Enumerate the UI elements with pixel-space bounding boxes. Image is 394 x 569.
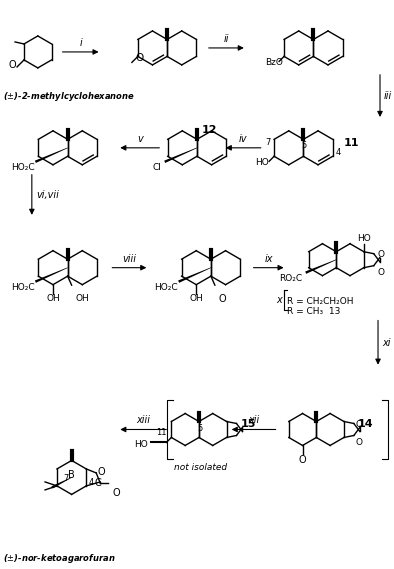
Text: ($\pm$)-nor-ketoagarofuran: ($\pm$)-nor-ketoagarofuran <box>3 552 115 566</box>
Text: R = CH₂CH₂OH: R = CH₂CH₂OH <box>288 296 354 306</box>
Text: OH: OH <box>46 294 60 303</box>
Text: xi: xi <box>382 337 390 348</box>
Text: ii: ii <box>223 34 229 44</box>
Text: 5: 5 <box>302 141 307 150</box>
Text: O: O <box>356 438 363 447</box>
Text: 4: 4 <box>336 149 341 157</box>
Text: HO₂C: HO₂C <box>11 283 34 292</box>
Text: x: x <box>277 295 282 304</box>
Text: not isolated: not isolated <box>175 463 227 472</box>
Text: 14: 14 <box>358 419 374 430</box>
Text: HO: HO <box>255 158 269 167</box>
Text: C: C <box>95 479 102 488</box>
Text: i: i <box>79 38 82 48</box>
Text: viii: viii <box>122 254 136 263</box>
Text: xii: xii <box>248 415 259 426</box>
Text: xiii: xiii <box>136 415 150 426</box>
Text: vi,vii: vi,vii <box>36 190 59 200</box>
Text: ($\pm$)-2-methylcyclohexanone: ($\pm$)-2-methylcyclohexanone <box>3 90 135 103</box>
Polygon shape <box>52 477 72 489</box>
Text: O: O <box>378 250 385 259</box>
Text: O: O <box>8 60 16 70</box>
Text: Cl: Cl <box>152 163 161 172</box>
Text: OH: OH <box>76 294 89 303</box>
Text: B: B <box>68 471 75 480</box>
Text: O: O <box>97 468 105 477</box>
Polygon shape <box>35 267 68 283</box>
Text: v: v <box>137 134 143 144</box>
Text: R = CH₃  13: R = CH₃ 13 <box>288 307 341 316</box>
Text: 12: 12 <box>202 125 217 135</box>
Text: O: O <box>219 294 227 304</box>
Text: 11: 11 <box>156 428 167 438</box>
Text: O: O <box>378 268 385 277</box>
Text: 5: 5 <box>197 424 203 433</box>
Text: O: O <box>136 53 144 63</box>
Text: HO: HO <box>134 440 147 449</box>
Polygon shape <box>35 147 68 163</box>
Text: HO₂C: HO₂C <box>11 163 34 172</box>
Text: O: O <box>356 420 363 429</box>
Text: iii: iii <box>384 91 392 101</box>
Text: HO: HO <box>357 234 371 243</box>
Text: iv: iv <box>239 134 247 144</box>
Polygon shape <box>305 259 336 274</box>
Text: ix: ix <box>264 254 273 263</box>
Text: O: O <box>299 455 307 465</box>
Text: RO₂C: RO₂C <box>279 274 302 283</box>
Polygon shape <box>178 267 211 283</box>
Text: 7: 7 <box>63 474 69 483</box>
Polygon shape <box>164 147 197 163</box>
Text: 7: 7 <box>266 138 271 147</box>
Text: 4: 4 <box>88 478 93 487</box>
Text: 15: 15 <box>241 419 256 430</box>
Text: 11: 11 <box>343 138 359 148</box>
Text: HO₂C: HO₂C <box>154 283 178 292</box>
Text: BzO: BzO <box>265 59 283 67</box>
Text: O: O <box>112 488 120 498</box>
Text: OH: OH <box>190 294 203 303</box>
